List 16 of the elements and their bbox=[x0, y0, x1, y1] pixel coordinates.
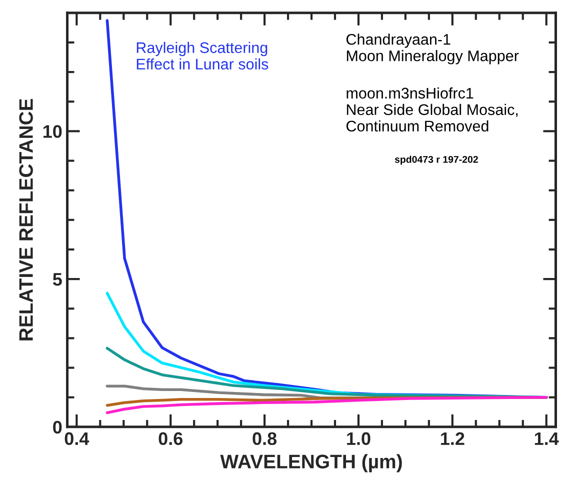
x-tick-label: 0.6 bbox=[158, 432, 183, 446]
annotation: moon.m3nsHiofrc1 Near Side Global Mosaic, Continuum Removed bbox=[346, 87, 518, 132]
y-tick-label: 10 bbox=[43, 125, 62, 138]
x-tick-label: 1.4 bbox=[534, 432, 559, 445]
x-tick-label: 0.8 bbox=[252, 432, 277, 446]
line-series bbox=[106, 396, 548, 414]
y-tick-label: 0 bbox=[53, 420, 62, 434]
x-tick-label: 1.2 bbox=[441, 432, 464, 445]
annotation: Rayleigh Scattering Effect in Lunar soils bbox=[136, 42, 268, 70]
y-axis-title: RELATIVE REFLECTANCE bbox=[19, 98, 33, 340]
annotation: Chandrayaan-1 Moon Mineralogy Mapper bbox=[346, 34, 519, 64]
y-tick-label: 5 bbox=[52, 273, 62, 286]
x-axis-title: WAVELENGTH (µm) bbox=[220, 454, 402, 472]
annotation: spd0473 r 197-202 bbox=[394, 156, 478, 165]
x-tick-label: 0.4 bbox=[64, 432, 90, 446]
x-tick-label: 1.0 bbox=[347, 432, 370, 446]
